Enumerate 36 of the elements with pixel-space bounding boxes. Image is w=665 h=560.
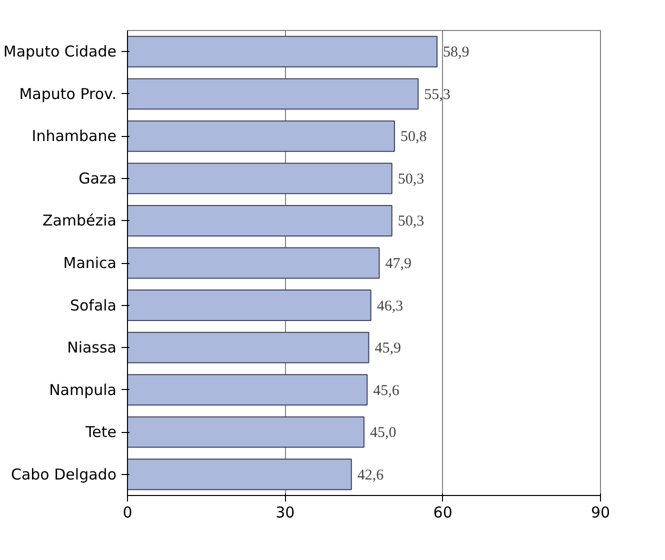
data-label: 45,0 [370, 425, 396, 442]
bar [128, 78, 419, 110]
y-tick-label: Zambézia [42, 212, 116, 230]
y-tick-label: Gaza [78, 169, 117, 188]
data-label: 50,8 [400, 129, 427, 146]
y-tick-label: Niassa [67, 338, 117, 357]
y-tick-label: Sofala [70, 296, 116, 314]
x-tick-label: 90 [590, 504, 610, 522]
bar [128, 374, 368, 406]
data-label: 42,6 [357, 467, 384, 484]
y-tick-label: Maputo Cidade [3, 42, 116, 61]
y-tick-label: Nampula [49, 380, 117, 399]
bar [128, 205, 392, 236]
data-label: 50,3 [398, 171, 424, 188]
data-label: 46,3 [376, 298, 404, 314]
data-label: 45,9 [374, 340, 401, 357]
y-tick-label: Tete [84, 423, 116, 442]
y-tick-label: Maputo Prov. [19, 84, 116, 103]
data-label: 45,6 [373, 382, 400, 399]
x-tick-label: 30 [276, 504, 295, 522]
bar [128, 416, 364, 448]
y-tick-label: Manica [63, 254, 117, 272]
bar [128, 120, 395, 152]
bar [128, 162, 392, 194]
x-tick-label: 60 [433, 504, 452, 522]
bar [128, 290, 372, 321]
x-tick-label: 0 [122, 504, 132, 522]
data-label: 58,9 [443, 44, 470, 61]
bar [128, 247, 380, 279]
bar [128, 458, 352, 490]
bar [128, 36, 438, 68]
data-label: 47,9 [385, 256, 412, 272]
bar [128, 332, 370, 364]
y-tick-label: Cabo Delgado [11, 465, 117, 484]
data-label: 50,3 [398, 214, 424, 230]
y-tick-label: Inhambane [32, 127, 117, 146]
